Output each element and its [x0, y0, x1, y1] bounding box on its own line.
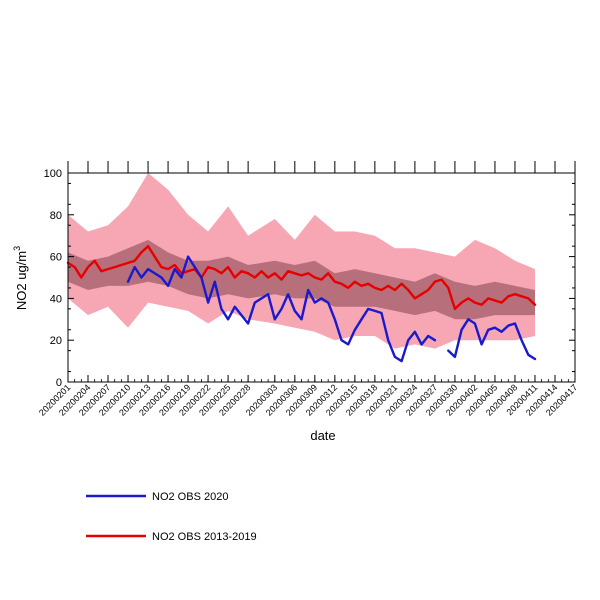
- percentile-bands: [68, 173, 535, 349]
- y-tick-label: 0: [56, 377, 62, 389]
- y-tick-label: 60: [50, 252, 62, 264]
- legend-label-obs2013-2019: NO2 OBS 2013-2019: [152, 531, 257, 543]
- y-tick-label: 100: [44, 168, 62, 180]
- band-inner: [68, 239, 535, 320]
- y-tick-label: 40: [50, 293, 62, 305]
- series-line-obs2020: [126, 255, 537, 363]
- y-axis-title-superscript: 3: [12, 246, 22, 251]
- legend: NO2 OBS 2020 NO2 OBS 2013-2019: [86, 491, 257, 543]
- y-tick-label: 20: [50, 335, 62, 347]
- series-line-obs2013-2019: [66, 245, 537, 311]
- svg-text:NO2 ug/m3: NO2 ug/m3: [12, 246, 29, 310]
- y-tick-label: 80: [50, 210, 62, 222]
- series-lines: [66, 245, 537, 363]
- legend-label-obs2020: NO2 OBS 2020: [152, 491, 228, 503]
- y-axis-title: NO2 ug/m3: [12, 246, 29, 310]
- y-axis-title-text: NO2 ug/m: [14, 251, 29, 310]
- x-axis-title: date: [310, 428, 335, 443]
- y-axis: 0 20 40 60 80 100: [44, 168, 575, 389]
